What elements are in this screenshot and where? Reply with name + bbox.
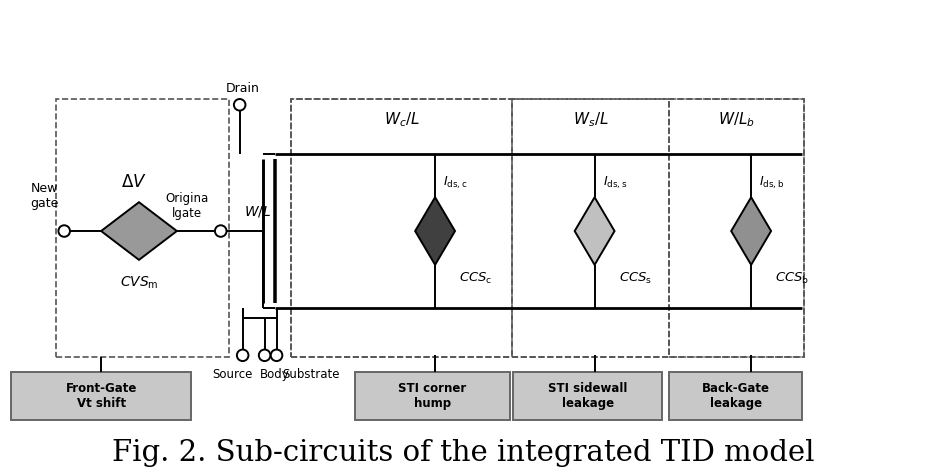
Text: STI corner
hump: STI corner hump xyxy=(399,382,466,410)
Text: $CCS_\mathrm{b}$: $CCS_\mathrm{b}$ xyxy=(775,271,809,286)
Circle shape xyxy=(259,349,271,361)
Text: Back-Gate
leakage: Back-Gate leakage xyxy=(702,382,769,410)
Text: $I_\mathrm{ds,c}$: $I_\mathrm{ds,c}$ xyxy=(443,175,467,191)
Text: Fig. 2. Sub-circuits of the integrated TID model: Fig. 2. Sub-circuits of the integrated T… xyxy=(112,439,815,467)
Bar xyxy=(512,99,669,357)
Text: $W/L_b$: $W/L_b$ xyxy=(718,111,756,129)
Bar xyxy=(57,99,229,357)
Polygon shape xyxy=(101,202,177,260)
Polygon shape xyxy=(575,197,615,265)
Polygon shape xyxy=(415,197,455,265)
Circle shape xyxy=(215,225,226,237)
Text: $\Delta V$: $\Delta V$ xyxy=(121,173,146,191)
Circle shape xyxy=(58,225,70,237)
Text: $CCS_\mathrm{s}$: $CCS_\mathrm{s}$ xyxy=(618,271,652,286)
Text: $W_s/L$: $W_s/L$ xyxy=(573,111,608,129)
Bar xyxy=(355,372,510,420)
Circle shape xyxy=(237,349,248,361)
Text: Drain: Drain xyxy=(226,82,260,95)
Text: $CCS_\mathrm{c}$: $CCS_\mathrm{c}$ xyxy=(459,271,492,286)
Text: New
gate: New gate xyxy=(30,182,58,210)
Bar xyxy=(513,372,663,420)
Text: Substrate: Substrate xyxy=(283,368,340,381)
Text: $W_c/L$: $W_c/L$ xyxy=(384,111,420,129)
Text: $W/L$: $W/L$ xyxy=(244,204,272,219)
Bar xyxy=(11,372,191,420)
Bar xyxy=(290,99,512,357)
Text: $I_\mathrm{ds,b}$: $I_\mathrm{ds,b}$ xyxy=(759,175,784,191)
Text: STI sidewall
leakage: STI sidewall leakage xyxy=(548,382,628,410)
Circle shape xyxy=(271,349,283,361)
Text: Body: Body xyxy=(260,368,289,381)
Text: Front-Gate
Vt shift: Front-Gate Vt shift xyxy=(66,382,137,410)
Text: Source: Source xyxy=(212,368,253,381)
Polygon shape xyxy=(731,197,771,265)
Bar xyxy=(669,372,802,420)
Bar xyxy=(290,99,804,357)
Bar xyxy=(669,99,804,357)
Text: $CVS_\mathrm{m}$: $CVS_\mathrm{m}$ xyxy=(120,275,159,291)
Text: $I_\mathrm{ds,s}$: $I_\mathrm{ds,s}$ xyxy=(603,175,627,191)
Text: Origina
lgate: Origina lgate xyxy=(165,192,209,220)
Circle shape xyxy=(234,99,246,110)
